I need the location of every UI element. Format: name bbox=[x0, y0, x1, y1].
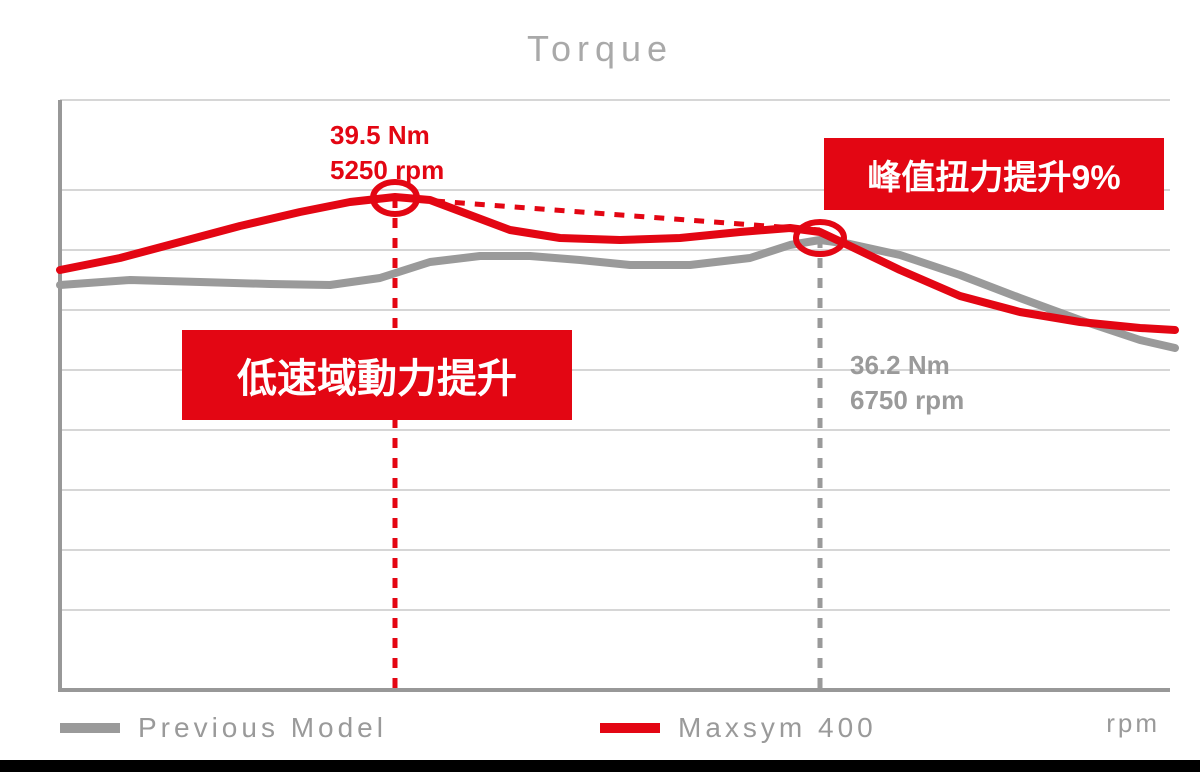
legend-swatch-maxsym bbox=[600, 723, 660, 733]
maxsym-peak-rpm: 5250 rpm bbox=[330, 153, 444, 188]
legend-label-previous: Previous Model bbox=[138, 712, 387, 744]
x-axis-label: rpm bbox=[1106, 708, 1160, 739]
chart-svg bbox=[0, 0, 1200, 772]
maxsym-peak-label: 39.5 Nm 5250 rpm bbox=[330, 118, 444, 188]
previous-peak-rpm: 6750 rpm bbox=[850, 383, 964, 418]
previous-peak-label: 36.2 Nm 6750 rpm bbox=[850, 348, 964, 418]
previous-peak-torque: 36.2 Nm bbox=[850, 348, 964, 383]
legend-label-maxsym: Maxsym 400 bbox=[678, 712, 877, 744]
legend-maxsym-400: Maxsym 400 bbox=[600, 712, 877, 744]
bottom-black-bar bbox=[0, 760, 1200, 772]
low-speed-callout: 低速域動力提升 bbox=[182, 330, 572, 420]
maxsym-peak-torque: 39.5 Nm bbox=[330, 118, 444, 153]
legend-swatch-previous bbox=[60, 723, 120, 733]
torque-chart: Torque 39.5 Nm 5250 rpm 36.2 Nm 6750 rpm… bbox=[0, 0, 1200, 772]
reference-lines bbox=[395, 198, 820, 690]
peak-torque-callout: 峰值扭力提升9% bbox=[824, 138, 1164, 210]
series-lines bbox=[60, 197, 1175, 348]
legend-previous-model: Previous Model bbox=[60, 712, 387, 744]
